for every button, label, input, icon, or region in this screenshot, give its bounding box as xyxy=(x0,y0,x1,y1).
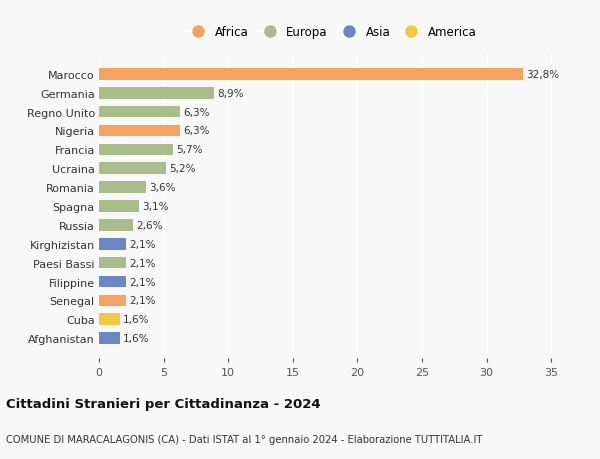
Bar xyxy=(99,125,181,137)
Text: Cittadini Stranieri per Cittadinanza - 2024: Cittadini Stranieri per Cittadinanza - 2… xyxy=(6,397,320,410)
Bar xyxy=(99,276,126,288)
Text: 1,6%: 1,6% xyxy=(123,314,149,325)
Text: 6,3%: 6,3% xyxy=(184,107,210,118)
Text: 6,3%: 6,3% xyxy=(184,126,210,136)
Bar xyxy=(99,88,214,99)
Text: 2,1%: 2,1% xyxy=(130,277,156,287)
Bar xyxy=(99,163,166,175)
Text: 2,1%: 2,1% xyxy=(130,296,156,306)
Bar xyxy=(99,182,146,194)
Bar xyxy=(99,333,119,344)
Text: COMUNE DI MARACALAGONIS (CA) - Dati ISTAT al 1° gennaio 2024 - Elaborazione TUTT: COMUNE DI MARACALAGONIS (CA) - Dati ISTA… xyxy=(6,434,482,444)
Bar xyxy=(99,106,181,118)
Text: 2,1%: 2,1% xyxy=(130,258,156,268)
Legend: Africa, Europa, Asia, America: Africa, Europa, Asia, America xyxy=(182,22,481,44)
Text: 8,9%: 8,9% xyxy=(217,89,244,99)
Bar xyxy=(99,219,133,231)
Bar xyxy=(99,144,173,156)
Bar xyxy=(99,238,126,250)
Text: 1,6%: 1,6% xyxy=(123,333,149,343)
Text: 2,1%: 2,1% xyxy=(130,239,156,249)
Text: 5,2%: 5,2% xyxy=(169,164,196,174)
Bar xyxy=(99,257,126,269)
Text: 32,8%: 32,8% xyxy=(526,70,559,80)
Bar xyxy=(99,314,119,325)
Text: 5,7%: 5,7% xyxy=(176,145,202,155)
Bar xyxy=(99,295,126,307)
Text: 2,6%: 2,6% xyxy=(136,220,163,230)
Text: 3,6%: 3,6% xyxy=(149,183,175,193)
Bar xyxy=(99,201,139,213)
Bar xyxy=(99,69,523,80)
Text: 3,1%: 3,1% xyxy=(142,202,169,212)
